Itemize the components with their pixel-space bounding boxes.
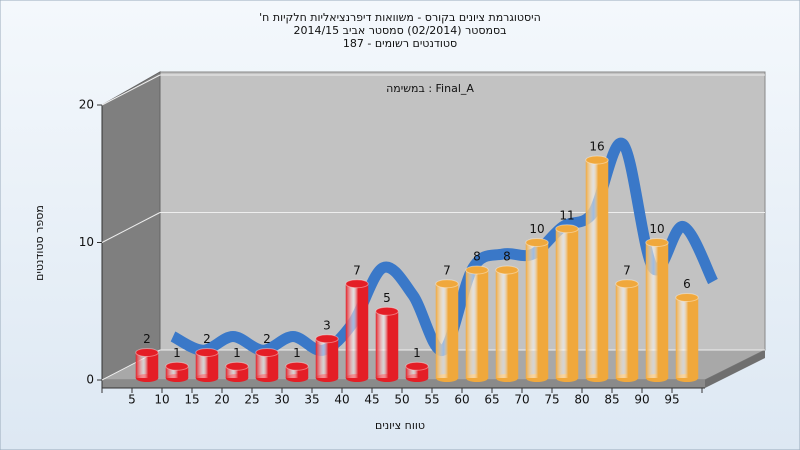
bar-top bbox=[225, 361, 249, 371]
value-label: 1 bbox=[293, 346, 301, 360]
x-tick-label: 70 bbox=[514, 393, 529, 407]
value-label: 1 bbox=[233, 346, 241, 360]
bar-top bbox=[255, 348, 279, 357]
x-tick-label: 95 bbox=[664, 393, 679, 407]
chart-title: סטודנטים רשומים - 187 bbox=[343, 37, 457, 50]
value-label: 1 bbox=[413, 346, 421, 360]
value-label: 2 bbox=[263, 332, 271, 346]
y-tick-label: 10 bbox=[79, 235, 94, 249]
bar-top bbox=[165, 361, 189, 371]
bar-top bbox=[315, 334, 339, 344]
bar bbox=[465, 270, 489, 378]
bar-top bbox=[585, 155, 609, 165]
bar-top bbox=[375, 306, 399, 316]
chart-title: בסמסטר (02/2014) סמסטר אביב 2014/15 bbox=[293, 24, 506, 37]
bar-top bbox=[615, 279, 639, 289]
bar bbox=[555, 228, 579, 378]
value-label: 10 bbox=[649, 222, 664, 236]
grid-line bbox=[101, 74, 161, 106]
bar bbox=[615, 283, 639, 378]
bar bbox=[645, 242, 669, 378]
bar bbox=[405, 366, 429, 378]
bar-top bbox=[465, 265, 489, 275]
value-label: 7 bbox=[353, 263, 361, 277]
bar-top bbox=[525, 238, 549, 247]
bar-top bbox=[285, 361, 309, 371]
x-tick-label: 35 bbox=[304, 393, 319, 407]
x-tick-label: 65 bbox=[484, 393, 499, 407]
annotation: במשימה : Final_A bbox=[386, 82, 474, 95]
value-label: 5 bbox=[383, 291, 391, 305]
bar bbox=[135, 352, 159, 378]
bar-top bbox=[405, 361, 429, 371]
bar bbox=[315, 338, 339, 378]
bar bbox=[585, 160, 609, 378]
x-tick-label: 85 bbox=[604, 393, 619, 407]
bar-top bbox=[345, 279, 369, 289]
bar-top bbox=[495, 265, 519, 275]
x-tick-label: 10 bbox=[154, 393, 169, 407]
bar bbox=[255, 352, 279, 378]
x-tick-label: 5 bbox=[128, 393, 136, 407]
x-axis-label: טווח ציונים bbox=[375, 419, 425, 432]
value-label: 2 bbox=[143, 332, 151, 346]
floor-edge bbox=[705, 350, 765, 388]
bar bbox=[165, 366, 189, 378]
bar bbox=[375, 311, 399, 378]
value-label: 10 bbox=[529, 222, 544, 236]
value-label: 3 bbox=[323, 318, 331, 332]
bar bbox=[435, 283, 459, 378]
floor-edge bbox=[102, 380, 705, 388]
bar bbox=[525, 242, 549, 378]
chart-title: היסטוגרמת ציונים בקורס - משוואות דיפרנצי… bbox=[259, 11, 541, 24]
y-tick-label: 20 bbox=[79, 98, 94, 112]
x-tick-label: 30 bbox=[274, 393, 289, 407]
value-label: 16 bbox=[589, 140, 604, 154]
value-label: 11 bbox=[559, 208, 574, 222]
bar-top bbox=[435, 279, 459, 289]
x-tick-label: 45 bbox=[364, 393, 379, 407]
x-tick-label: 60 bbox=[454, 393, 469, 407]
bar-top bbox=[195, 348, 219, 357]
value-label: 7 bbox=[443, 263, 451, 277]
bar bbox=[285, 366, 309, 378]
x-tick-label: 20 bbox=[214, 393, 229, 407]
value-label: 8 bbox=[503, 250, 511, 264]
value-label: 8 bbox=[473, 250, 481, 264]
bar-top bbox=[645, 238, 669, 247]
bar-top bbox=[135, 348, 159, 357]
bar bbox=[495, 270, 519, 378]
bar bbox=[675, 297, 699, 378]
bar bbox=[225, 366, 249, 378]
value-label: 2 bbox=[203, 332, 211, 346]
bar-top bbox=[675, 293, 699, 302]
x-tick-label: 50 bbox=[394, 393, 409, 407]
bar-top bbox=[555, 224, 579, 234]
x-tick-label: 40 bbox=[334, 393, 349, 407]
value-label: 1 bbox=[173, 346, 181, 360]
x-tick-label: 80 bbox=[574, 393, 589, 407]
y-axis-label: מספר סטודנטים bbox=[33, 205, 46, 281]
x-tick-label: 25 bbox=[244, 393, 259, 407]
grid-line bbox=[101, 212, 161, 243]
x-tick-label: 75 bbox=[544, 393, 559, 407]
x-tick-label: 55 bbox=[424, 393, 439, 407]
y-tick-label: 0 bbox=[86, 373, 94, 387]
value-label: 6 bbox=[683, 277, 691, 291]
x-tick-label: 90 bbox=[634, 393, 649, 407]
side-wall bbox=[101, 71, 161, 381]
value-label: 7 bbox=[623, 263, 631, 277]
x-tick-label: 15 bbox=[184, 393, 199, 407]
bar bbox=[195, 352, 219, 378]
bar bbox=[345, 283, 369, 378]
